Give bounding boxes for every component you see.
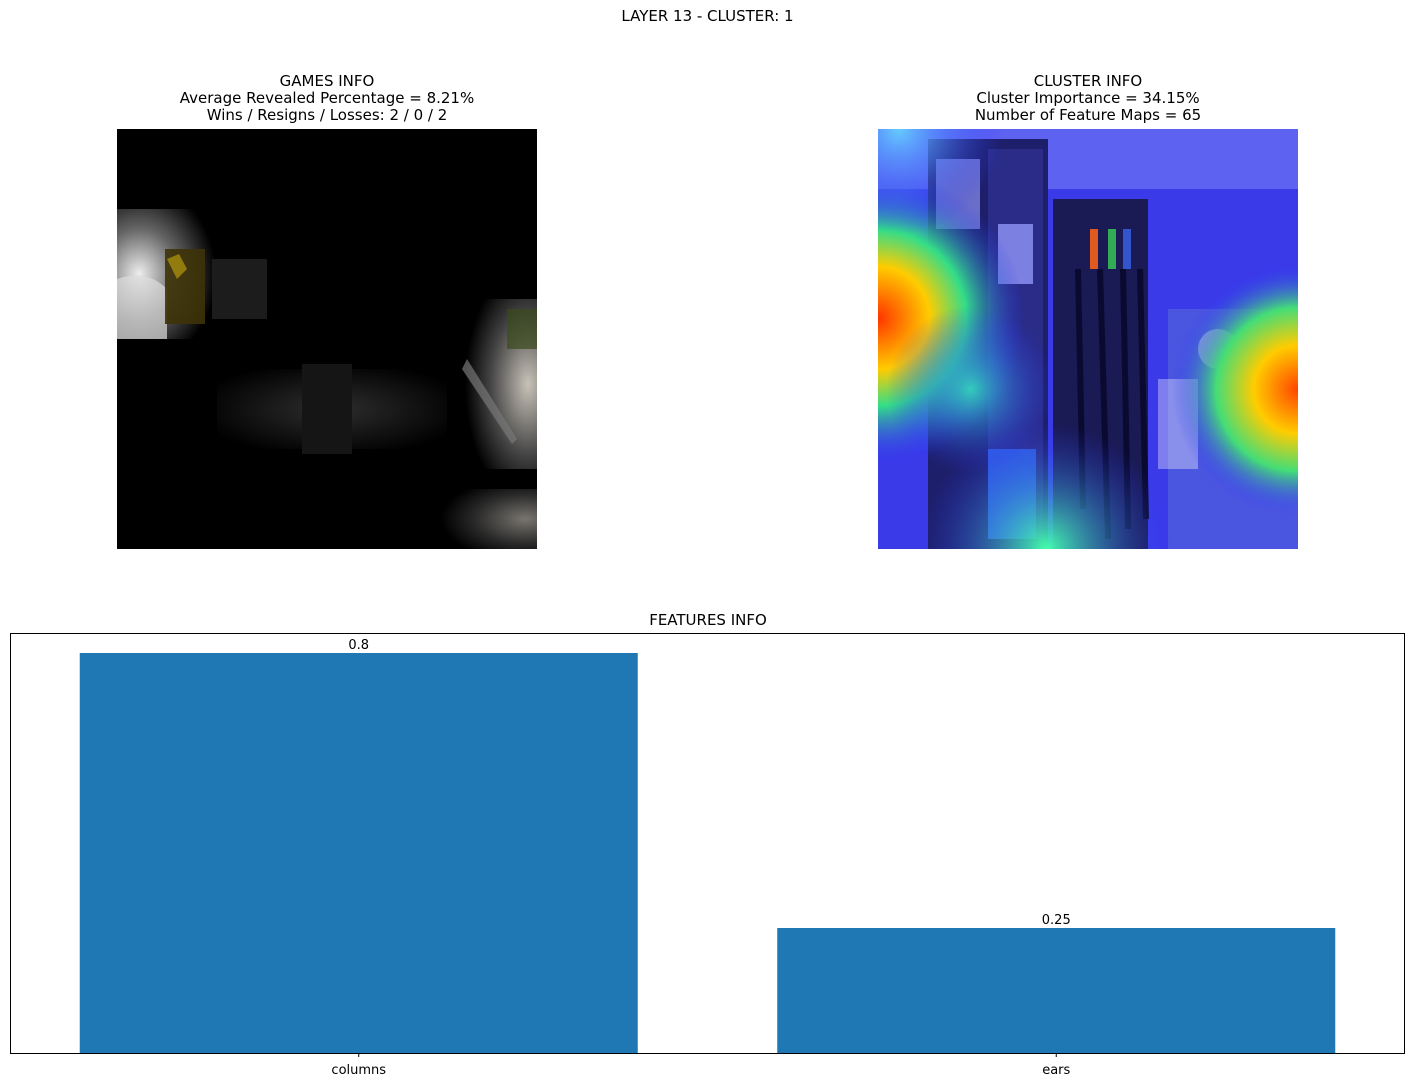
axes-frame bbox=[10, 633, 1405, 1054]
x-tick-label-columns: columns bbox=[331, 1063, 386, 1078]
feature-maps-count: Number of Feature Maps = 65 bbox=[974, 106, 1202, 124]
cluster-importance: Cluster Importance = 34.15% bbox=[976, 89, 1200, 107]
games-info-title: GAMES INFO bbox=[279, 72, 375, 90]
features-info-title: FEATURES INFO bbox=[649, 611, 767, 629]
figure-title: LAYER 13 - CLUSTER: 1 bbox=[621, 7, 794, 25]
average-revealed-percentage: Average Revealed Percentage = 8.21% bbox=[179, 89, 475, 107]
data-label-columns: 0.8 bbox=[348, 638, 369, 653]
cluster-info-title: CLUSTER INFO bbox=[1033, 72, 1143, 90]
wins-resigns-losses: Wins / Resigns / Losses: 2 / 0 / 2 bbox=[206, 106, 448, 124]
x-tick-label-ears: ears bbox=[1042, 1063, 1070, 1078]
cluster-info-title-block: CLUSTER INFO Cluster Importance = 34.15%… bbox=[878, 73, 1298, 124]
features-bar-chart: 0.8 columns 0.25 ears bbox=[10, 633, 1405, 1078]
bar-ears bbox=[777, 928, 1336, 1053]
games-info-title-block: GAMES INFO Average Revealed Percentage =… bbox=[117, 73, 537, 124]
revealed-image bbox=[117, 129, 537, 549]
data-label-ears: 0.25 bbox=[1042, 913, 1071, 928]
bar-columns bbox=[79, 653, 638, 1053]
cluster-heatmap-image bbox=[878, 129, 1298, 549]
